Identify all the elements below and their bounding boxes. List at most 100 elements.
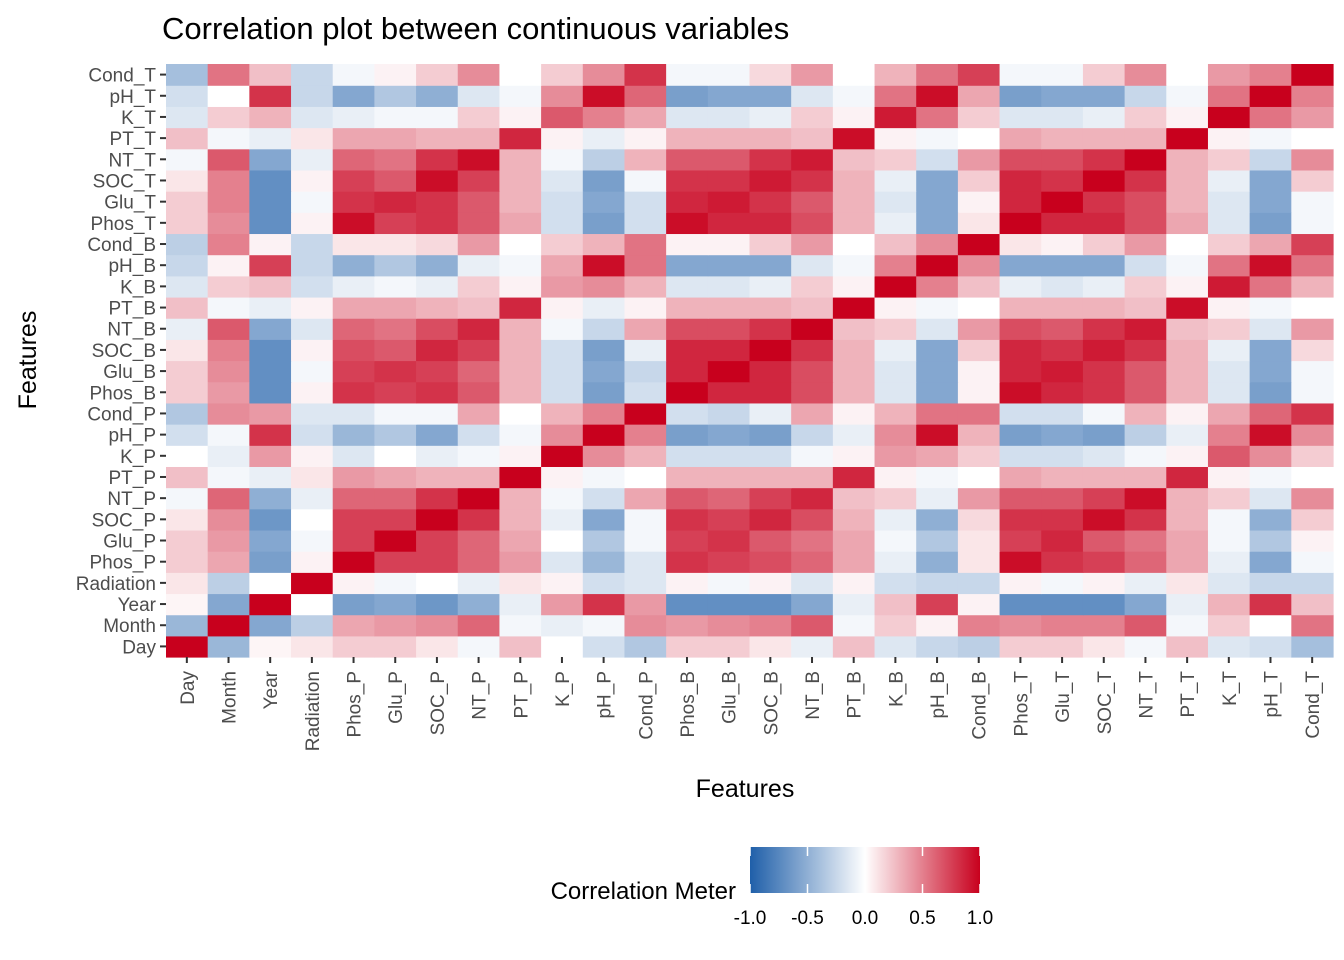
- legend-tick-label: 0.0: [852, 908, 878, 929]
- heatmap-cell: [1291, 402, 1334, 425]
- heatmap-cell: [874, 148, 917, 171]
- heatmap-cell: [582, 212, 626, 235]
- heatmap-cell: [1124, 614, 1167, 637]
- y-tick-label: NT_P: [107, 489, 156, 510]
- heatmap-cell: [541, 318, 584, 340]
- heatmap-cell: [1291, 127, 1334, 150]
- heatmap-cell: [1291, 593, 1334, 616]
- heatmap-cell: [374, 148, 417, 171]
- heatmap-cell: [582, 635, 626, 658]
- heatmap-cell: [791, 466, 834, 489]
- y-tick-label: K_T: [121, 108, 156, 129]
- heatmap-cell: [1166, 191, 1209, 213]
- heatmap-cell: [916, 551, 959, 573]
- x-tick-label: Radiation: [303, 671, 324, 751]
- heatmap-cell: [1249, 148, 1292, 171]
- heatmap-cell: [541, 127, 584, 150]
- heatmap-cell: [1249, 635, 1292, 658]
- heatmap-cell: [749, 148, 792, 171]
- x-tick-label: pH_T: [1261, 671, 1282, 718]
- heatmap-cell: [457, 254, 501, 277]
- heatmap-cell: [166, 64, 209, 86]
- heatmap-cell: [1207, 402, 1251, 425]
- heatmap-cell: [874, 551, 917, 573]
- heatmap-cell: [874, 508, 917, 531]
- heatmap-cell: [707, 635, 751, 658]
- heatmap-cell: [541, 381, 584, 404]
- heatmap-cell: [1041, 508, 1084, 531]
- heatmap-cell: [832, 212, 876, 235]
- heatmap-cell: [1291, 424, 1334, 446]
- heatmap-cell: [1249, 466, 1292, 489]
- heatmap-cell: [249, 106, 292, 129]
- heatmap-cell: [1166, 487, 1209, 510]
- heatmap-cell: [499, 275, 542, 298]
- legend-tick-label: -1.0: [734, 908, 767, 929]
- heatmap-cell: [582, 466, 626, 489]
- heatmap-cell: [207, 318, 250, 340]
- heatmap-cell: [1041, 529, 1084, 552]
- heatmap-cell: [749, 402, 792, 425]
- heatmap-cell: [999, 318, 1042, 340]
- heatmap-cell: [916, 106, 959, 129]
- heatmap-cell: [457, 508, 501, 531]
- heatmap-cell: [499, 424, 542, 446]
- heatmap-cell: [999, 64, 1042, 86]
- heatmap-cell: [999, 339, 1042, 362]
- legend-ticks: -1.0 -0.5 0.0 0.5 1.0: [734, 847, 993, 929]
- heatmap-cell: [291, 381, 334, 404]
- heatmap-cell: [1124, 466, 1167, 489]
- heatmap-cell: [374, 233, 417, 256]
- heatmap-cell: [666, 445, 709, 467]
- heatmap-cell: [332, 296, 375, 319]
- heatmap-cell: [1041, 360, 1084, 383]
- heatmap-cell: [624, 212, 667, 235]
- heatmap-cell: [207, 127, 250, 150]
- heatmap-cell: [166, 318, 209, 340]
- heatmap-cell: [666, 296, 709, 319]
- heatmap-cell: [666, 360, 709, 383]
- heatmap-cell: [416, 381, 459, 404]
- heatmap-cell: [1082, 169, 1126, 192]
- heatmap-cell: [1207, 360, 1251, 383]
- heatmap-cell: [1166, 275, 1209, 298]
- heatmap-cell: [1124, 424, 1167, 446]
- y-tick-label: PT_P: [108, 468, 156, 489]
- heatmap-cell: [499, 360, 542, 383]
- heatmap-cell: [916, 445, 959, 467]
- heatmap-cell: [166, 169, 209, 192]
- heatmap-cell: [999, 508, 1042, 531]
- heatmap-cell: [1166, 127, 1209, 150]
- y-tick-label: Glu_P: [103, 532, 156, 553]
- heatmap-cell: [249, 191, 292, 213]
- heatmap-cell: [832, 551, 876, 573]
- heatmap-cell: [457, 572, 501, 595]
- heatmap-cell: [207, 635, 250, 658]
- heatmap-cell: [499, 593, 542, 616]
- heatmap-cell: [1207, 64, 1251, 86]
- heatmap-cell: [291, 529, 334, 552]
- heatmap-cell: [874, 487, 917, 510]
- y-tick-label: Day: [122, 637, 156, 658]
- y-tick-label: Cond_T: [88, 66, 156, 87]
- heatmap-cell: [1166, 445, 1209, 467]
- heatmap-cell: [1041, 424, 1084, 446]
- heatmap-cell: [707, 466, 751, 489]
- heatmap-cell: [1249, 106, 1292, 129]
- heatmap-cell: [457, 381, 501, 404]
- heatmap-cell: [1124, 529, 1167, 552]
- heatmap-cell: [1166, 296, 1209, 319]
- heatmap-cell: [249, 254, 292, 277]
- heatmap-cell: [1249, 64, 1292, 86]
- heatmap-cell: [541, 296, 584, 319]
- heatmap-cell: [457, 402, 501, 425]
- heatmap-cell: [874, 635, 917, 658]
- heatmap-cell: [207, 466, 250, 489]
- heatmap-cell: [832, 64, 876, 86]
- heatmap-cell: [749, 64, 792, 86]
- x-tick-label: Phos_P: [345, 671, 366, 738]
- heatmap-cell: [749, 275, 792, 298]
- heatmap-cell: [916, 508, 959, 531]
- heatmap-cell: [1166, 593, 1209, 616]
- heatmap-cell: [999, 254, 1042, 277]
